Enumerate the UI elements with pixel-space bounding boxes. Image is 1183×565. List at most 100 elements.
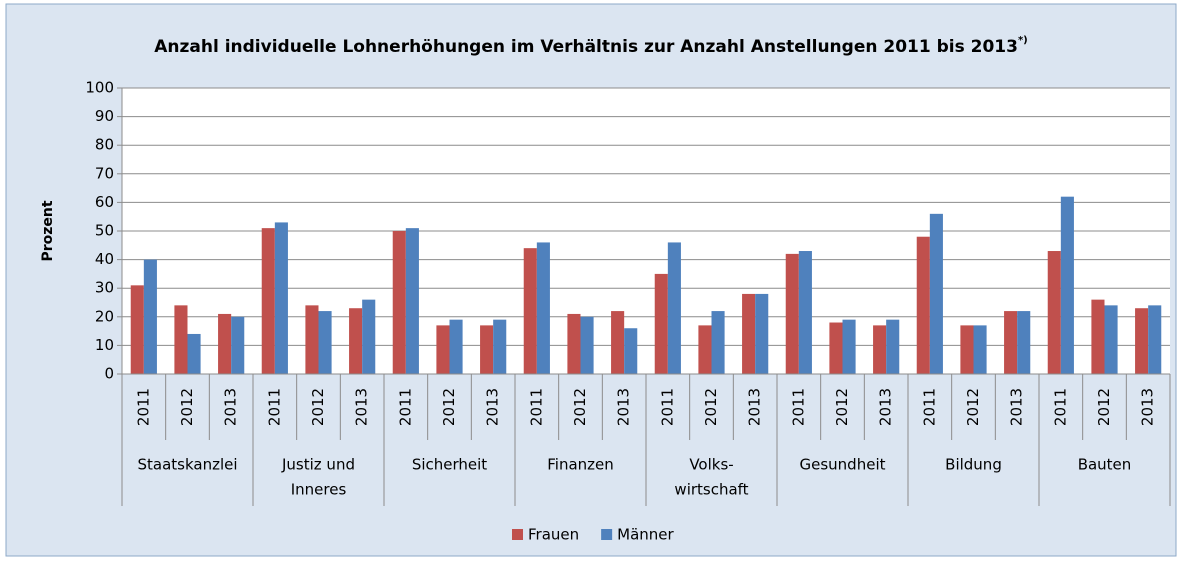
bar [829, 322, 843, 374]
x-tick-label: 2011 [920, 388, 938, 426]
bar [960, 325, 974, 374]
group-label: Staatskanzlei [137, 456, 237, 474]
bar [1104, 305, 1118, 374]
bar [218, 313, 232, 374]
x-tick-label: 2011 [134, 388, 152, 426]
x-tick-label: 2012 [571, 388, 589, 426]
x-tick-label: 2013 [877, 388, 895, 426]
x-tick-label: 2013 [353, 388, 371, 426]
x-tick-label: 2012 [964, 388, 982, 426]
group-label: Volks- [689, 456, 733, 474]
x-tick-label: 2011 [658, 388, 676, 426]
y-tick-label: 10 [95, 336, 114, 354]
bar [1060, 196, 1074, 374]
x-tick-label: 2012 [833, 388, 851, 426]
legend-swatch [601, 529, 613, 540]
group-label: Sicherheit [412, 456, 487, 474]
bar [449, 319, 463, 374]
bar [392, 231, 406, 374]
bar [654, 273, 668, 374]
bar [886, 319, 900, 374]
y-tick-label: 30 [95, 279, 114, 297]
bar [143, 259, 157, 374]
bar [1017, 311, 1031, 374]
bar [711, 311, 725, 374]
title-note: *) [1018, 35, 1028, 46]
bar [261, 228, 275, 374]
bar [523, 248, 537, 374]
x-tick-label: 2011 [396, 388, 414, 426]
bar [580, 316, 594, 374]
x-tick-label: 2012 [309, 388, 327, 426]
bar [842, 319, 856, 374]
bar [742, 293, 756, 374]
y-tick-label: 40 [95, 250, 114, 268]
bar [1135, 308, 1149, 374]
y-tick-label: 70 [95, 164, 114, 182]
bar [1047, 251, 1061, 374]
bar [755, 293, 769, 374]
bar [305, 305, 319, 374]
bar [698, 325, 712, 374]
chart-title: Anzahl individuelle Lohnerhöhungen im Ve… [154, 35, 1028, 57]
x-tick-label: 2011 [527, 388, 545, 426]
bar [536, 242, 550, 374]
bar [405, 228, 419, 374]
bar [1091, 299, 1105, 374]
y-tick-label: 80 [95, 136, 114, 154]
y-tick-label: 20 [95, 307, 114, 325]
y-tick-label: 90 [95, 107, 114, 125]
x-tick-label: 2011 [265, 388, 283, 426]
x-tick-label: 2013 [746, 388, 764, 426]
bar [1148, 305, 1162, 374]
bar [187, 333, 201, 374]
bar [480, 325, 494, 374]
bar [274, 222, 288, 374]
x-tick-label: 2011 [789, 388, 807, 426]
group-label: wirtschaft [674, 481, 748, 499]
y-tick-label: 50 [95, 222, 114, 240]
x-tick-label: 2013 [1139, 388, 1157, 426]
x-tick-label: 2012 [702, 388, 720, 426]
x-tick-label: 2013 [1008, 388, 1026, 426]
legend-label: Männer [617, 526, 674, 544]
y-tick-label: 60 [95, 193, 114, 211]
group-label: Gesundheit [800, 456, 886, 474]
bar [231, 316, 245, 374]
bar [349, 308, 363, 374]
x-tick-label: 2013 [615, 388, 633, 426]
x-tick-label: 2012 [440, 388, 458, 426]
y-tick-label: 100 [85, 79, 114, 97]
x-tick-label: 2012 [178, 388, 196, 426]
group-label: Bauten [1078, 456, 1132, 474]
legend-swatch [512, 529, 523, 540]
group-label: Justiz und [281, 456, 355, 474]
y-axis-label: Prozent [40, 200, 56, 261]
bar [1004, 311, 1018, 374]
bar [624, 328, 638, 374]
x-tick-label: 2012 [1095, 388, 1113, 426]
bar [130, 285, 144, 374]
bar [174, 305, 188, 374]
legend-label: Frauen [528, 526, 579, 544]
bar [493, 319, 507, 374]
x-tick-label: 2011 [1051, 388, 1069, 426]
bar [785, 253, 799, 374]
bar [667, 242, 681, 374]
bar [318, 311, 332, 374]
title-text: Anzahl individuelle Lohnerhöhungen im Ve… [154, 37, 1018, 57]
bar [916, 236, 930, 374]
bar [362, 299, 376, 374]
y-tick-label: 0 [104, 365, 114, 383]
bar [929, 213, 943, 374]
x-tick-label: 2013 [222, 388, 240, 426]
group-label: Inneres [291, 481, 347, 499]
group-label: Finanzen [547, 456, 614, 474]
bar [798, 251, 812, 374]
x-tick-label: 2013 [484, 388, 502, 426]
bar [973, 325, 987, 374]
bar [567, 313, 581, 374]
bar [436, 325, 450, 374]
group-label: Bildung [945, 456, 1002, 474]
